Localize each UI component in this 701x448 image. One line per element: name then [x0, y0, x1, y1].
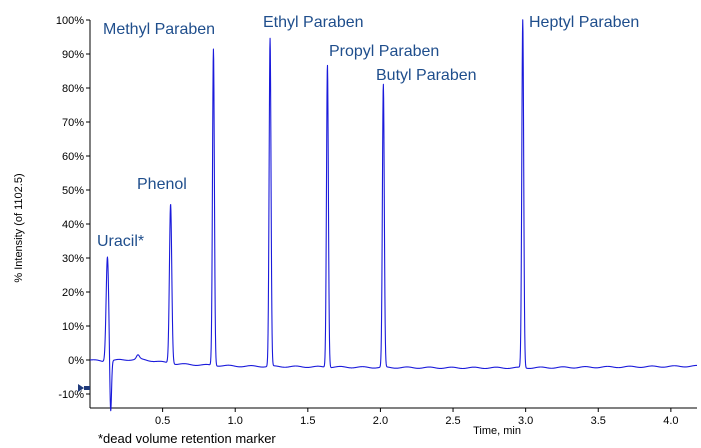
y-tick-label: 0% — [68, 355, 84, 367]
y-tick-label: 90% — [62, 49, 84, 61]
y-tick-label: 60% — [62, 151, 84, 163]
peak-label-propyl-paraben: Propyl Paraben — [329, 43, 439, 60]
y-axis-title: % Intensity (of 1102.5) — [13, 173, 25, 282]
y-axis-ticks: -10% 0% 10% 20% 30% 40% 50% 60% 70% 80% 90% 100% — [56, 15, 90, 401]
y-tick-label: -10% — [58, 389, 84, 401]
y-tick-label: 10% — [62, 321, 84, 333]
y-tick-label: 80% — [62, 83, 84, 95]
y-tick-label: 70% — [62, 117, 84, 129]
x-tick-label: 1.5 — [300, 415, 315, 427]
x-tick-label: 2.5 — [445, 415, 460, 427]
peak-labels: Uracil* Phenol Methyl Paraben Ethyl Paraben… — [97, 14, 639, 250]
peak-label-phenol: Phenol — [137, 176, 187, 193]
y-tick-label: 100% — [56, 15, 84, 27]
footnote: *dead volume retention marker — [98, 431, 276, 446]
x-tick-label: 3.0 — [518, 415, 533, 427]
x-axis-title: Time, min — [473, 425, 521, 437]
peak-label-ethyl-paraben: Ethyl Paraben — [263, 14, 364, 31]
peak-label-butyl-paraben: Butyl Paraben — [376, 67, 477, 84]
y-tick-label: 40% — [62, 219, 84, 231]
x-tick-label: 1.0 — [228, 415, 243, 427]
y-tick-label: 30% — [62, 253, 84, 265]
dead-volume-marker-arrow — [78, 384, 90, 392]
axes — [89, 20, 697, 409]
x-tick-label: 2.0 — [373, 415, 388, 427]
x-axis-ticks: 0.5 1.0 1.5 2.0 2.5 3.0 3.5 4.0 — [155, 408, 679, 427]
peak-label-heptyl-paraben: Heptyl Paraben — [529, 14, 639, 31]
chromatogram-trace — [89, 19, 698, 412]
x-tick-label: 0.5 — [155, 415, 170, 427]
peak-label-methyl-paraben: Methyl Paraben — [103, 21, 215, 38]
x-tick-label: 3.5 — [591, 415, 606, 427]
peak-label-uracil: Uracil* — [97, 233, 144, 250]
y-tick-label: 50% — [62, 185, 84, 197]
x-tick-label: 4.0 — [663, 415, 678, 427]
y-tick-label: 20% — [62, 287, 84, 299]
